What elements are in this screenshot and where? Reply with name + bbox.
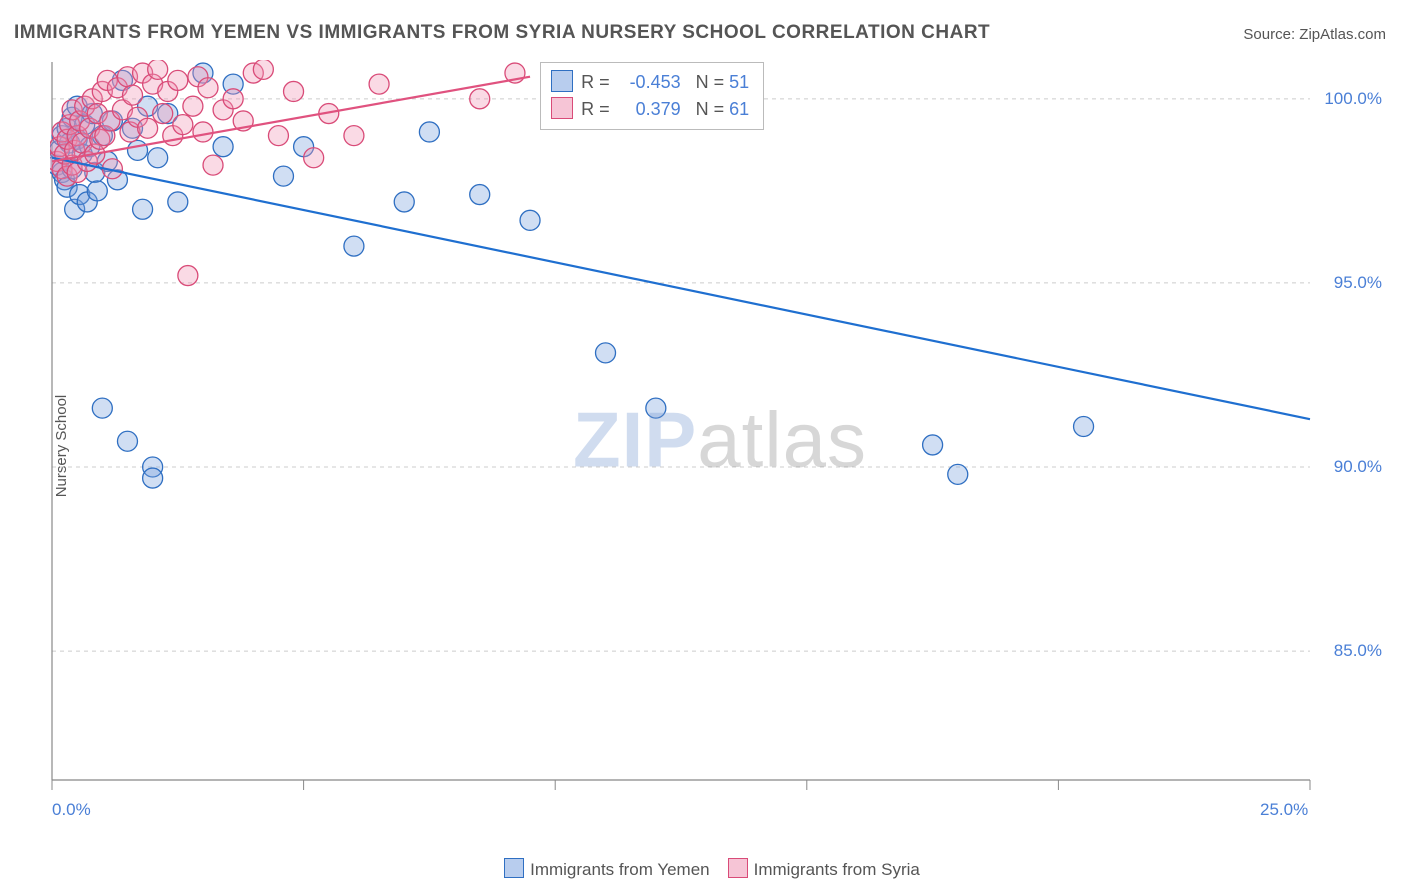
- legend-n-value-0: 51: [729, 69, 749, 96]
- data-point-series-0: [133, 199, 153, 219]
- data-point-series-0: [143, 468, 163, 488]
- data-point-series-1: [168, 70, 188, 90]
- data-point-series-1: [284, 81, 304, 101]
- data-point-series-0: [168, 192, 188, 212]
- trend-line-series-0: [52, 158, 1310, 419]
- data-point-series-1: [198, 78, 218, 98]
- data-point-series-0: [273, 166, 293, 186]
- bottom-legend-swatch-0: [504, 858, 524, 878]
- data-point-series-0: [117, 431, 137, 451]
- data-point-series-1: [344, 126, 364, 146]
- data-point-series-0: [520, 210, 540, 230]
- data-point-series-1: [138, 118, 158, 138]
- scatter-chart-svg: [50, 60, 1390, 820]
- data-point-series-0: [596, 343, 616, 363]
- correlation-legend-box: R = -0.453 N = 51R = 0.379 N = 61: [540, 62, 764, 130]
- data-point-series-0: [344, 236, 364, 256]
- data-point-series-1: [153, 104, 173, 124]
- x-end-label: 25.0%: [1260, 800, 1308, 820]
- series-legend: Immigrants from Yemen Immigrants from Syr…: [0, 858, 1406, 880]
- bottom-legend-swatch-1: [728, 858, 748, 878]
- data-point-series-1: [173, 115, 193, 135]
- data-point-series-1: [183, 96, 203, 116]
- y-tick-label: 100.0%: [1324, 89, 1382, 109]
- chart-container: IMMIGRANTS FROM YEMEN VS IMMIGRANTS FROM…: [0, 0, 1406, 892]
- data-point-series-1: [178, 266, 198, 286]
- data-point-series-1: [193, 122, 213, 142]
- data-point-series-1: [223, 89, 243, 109]
- data-point-series-1: [470, 89, 490, 109]
- y-tick-label: 85.0%: [1334, 641, 1382, 661]
- data-point-series-1: [123, 85, 143, 105]
- legend-swatch-1: [551, 97, 573, 119]
- data-point-series-0: [92, 398, 112, 418]
- data-point-series-0: [87, 181, 107, 201]
- data-point-series-0: [213, 137, 233, 157]
- data-point-series-0: [148, 148, 168, 168]
- legend-box-row-0: R = -0.453 N = 51: [551, 69, 749, 96]
- chart-title: IMMIGRANTS FROM YEMEN VS IMMIGRANTS FROM…: [14, 22, 990, 44]
- data-point-series-1: [203, 155, 223, 175]
- source-label: Source:: [1243, 26, 1299, 43]
- data-point-series-0: [470, 185, 490, 205]
- y-tick-label: 95.0%: [1334, 273, 1382, 293]
- bottom-legend-label-1: Immigrants from Syria: [754, 860, 920, 879]
- data-point-series-0: [1074, 417, 1094, 437]
- data-point-series-1: [268, 126, 288, 146]
- data-point-series-0: [646, 398, 666, 418]
- data-point-series-1: [369, 74, 389, 94]
- data-point-series-0: [948, 464, 968, 484]
- source-attribution: Source: ZipAtlas.com: [1243, 26, 1386, 43]
- data-point-series-1: [148, 60, 168, 79]
- legend-n-value-1: 61: [729, 96, 749, 123]
- data-point-series-1: [253, 60, 273, 79]
- legend-r-value-0: -0.453: [615, 69, 681, 96]
- data-point-series-0: [394, 192, 414, 212]
- legend-r-value-1: 0.379: [615, 96, 681, 123]
- legend-n-label: N =: [681, 99, 730, 119]
- x-end-label: 0.0%: [52, 800, 91, 820]
- data-point-series-1: [304, 148, 324, 168]
- source-value: ZipAtlas.com: [1299, 26, 1386, 43]
- legend-box-row-1: R = 0.379 N = 61: [551, 96, 749, 123]
- legend-r-label: R =: [581, 99, 615, 119]
- data-point-series-0: [128, 140, 148, 160]
- bottom-legend-label-0: Immigrants from Yemen: [530, 860, 710, 879]
- y-tick-label: 90.0%: [1334, 457, 1382, 477]
- legend-swatch-0: [551, 70, 573, 92]
- legend-r-label: R =: [581, 72, 615, 92]
- data-point-series-0: [419, 122, 439, 142]
- plot-area: ZIPatlas R = -0.453 N = 51R = 0.379 N = …: [50, 60, 1390, 820]
- data-point-series-0: [923, 435, 943, 455]
- legend-n-label: N =: [681, 72, 730, 92]
